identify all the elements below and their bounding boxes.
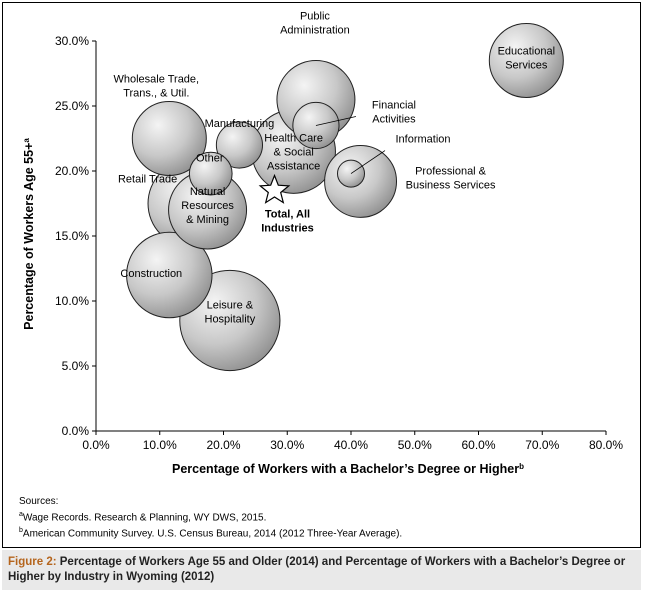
figure-frame: 0.0% 10.0% 20.0% 30.0% 40.0% 50.0% 60.0% 70.0% 8…	[2, 2, 641, 548]
bubble-label-line: Professional &	[415, 165, 487, 177]
y-tick-label: 10.0%	[55, 294, 89, 308]
bubble-label-line: Financial	[372, 100, 416, 112]
bubble-label-line: Information	[395, 134, 450, 146]
bubble-label: Health Care & Social Assistance	[264, 133, 323, 173]
bubble-label-line: & Mining	[186, 214, 229, 226]
sources-note: Sources: aWage Records. Research & Plann…	[19, 495, 402, 541]
bubble-label-line: Retail Trade	[118, 174, 177, 186]
bubble-label: Educational Services	[498, 46, 556, 72]
bubble-label-line: Resources	[181, 200, 234, 212]
bubble-label-line: Other	[196, 153, 224, 165]
figure-number: Figure 2:	[8, 556, 57, 568]
y-tick-label: 25.0%	[55, 99, 89, 113]
source-a: aWage Records. Research & Planning, WY D…	[19, 511, 267, 524]
bubble-label: Information	[395, 134, 450, 146]
y-tick-label: 5.0%	[62, 359, 90, 373]
bubble-chart: 0.0% 10.0% 20.0% 30.0% 40.0% 50.0% 60.0% 70.0% 8…	[22, 11, 623, 477]
x-tick-label: 50.0%	[398, 438, 432, 452]
leader-line	[315, 116, 357, 126]
bubbles	[126, 23, 564, 372]
bubble-label-line: Construction	[120, 268, 182, 280]
bubble-label-line: Educational	[498, 46, 556, 58]
bubble-label-line: Public	[300, 11, 330, 23]
bubble	[488, 23, 564, 98]
sources-heading: Sources:	[19, 496, 59, 507]
bubble	[215, 121, 264, 169]
x-tick-label: 60.0%	[461, 438, 495, 452]
bubble-label: Natural Resources & Mining	[181, 186, 234, 226]
bubble-label-line: Hospitality	[205, 314, 256, 326]
x-tick-label: 30.0%	[270, 438, 304, 452]
bubble-label: Financial Activities	[372, 100, 416, 126]
total-label: Total, All Industries	[261, 209, 314, 235]
source-b: bAmerican Community Survey. U.S. Census …	[19, 527, 403, 540]
bubble-label-line: Activities	[372, 114, 416, 126]
x-tick-label: 70.0%	[525, 438, 559, 452]
x-tick-label: 40.0%	[334, 438, 368, 452]
bubble-label: Public Administration	[280, 11, 350, 37]
bubble-label-line: Manufacturing	[205, 118, 275, 130]
bubble-label-line: Trans., & Util.	[123, 88, 189, 100]
bubble-label: Leisure & Hospitality	[205, 300, 256, 326]
bubble	[131, 101, 207, 176]
figure-title: Percentage of Workers Age 55 and Older (…	[8, 556, 626, 583]
y-tick-label: 15.0%	[55, 229, 89, 243]
bubble-label: Manufacturing	[205, 118, 275, 130]
bubble-label-line: Administration	[280, 25, 350, 37]
bubble-label-line: Natural	[190, 186, 225, 198]
bubble-label-line: Health Care	[264, 133, 323, 145]
y-tick-label: 30.0%	[55, 34, 89, 48]
total-label-line: Total, All	[265, 209, 310, 221]
x-axis-label: Percentage of Workers with a Bachelor’s …	[172, 462, 524, 476]
bubble	[188, 151, 233, 196]
x-tick-label: 80.0%	[589, 438, 623, 452]
bubble-label-line: Leisure &	[207, 300, 254, 312]
bubble-label: Other	[196, 153, 224, 165]
total-label-line: Industries	[261, 223, 314, 235]
y-tick-label: 0.0%	[62, 424, 90, 438]
x-tick-label: 0.0%	[82, 438, 110, 452]
bubble-labels: Educational Services Public Administration W…	[114, 11, 556, 326]
bubble	[126, 231, 213, 319]
star-icon	[258, 173, 291, 204]
bubble-label-line: Assistance	[267, 161, 320, 173]
x-tick-label: 20.0%	[206, 438, 240, 452]
bubble-label-line: & Social	[273, 147, 313, 159]
bubble-label-line: Services	[505, 60, 548, 72]
bubble-label: Construction	[120, 268, 182, 280]
y-axis-label: Percentage of Workers Age 55+a	[22, 138, 36, 330]
axes: 0.0% 10.0% 20.0% 30.0% 40.0% 50.0% 60.0% 70.0% 8…	[55, 34, 623, 452]
y-tick-label: 20.0%	[55, 164, 89, 178]
x-tick-label: 10.0%	[143, 438, 177, 452]
bubble-label: Professional & Business Services	[406, 165, 496, 191]
bubble-label-line: Business Services	[406, 179, 496, 191]
bubble-label: Wholesale Trade, Trans., & Util.	[114, 74, 200, 100]
leader-line	[350, 150, 386, 174]
figure-caption: Figure 2: Percentage of Workers Age 55 a…	[2, 550, 641, 590]
bubble-label: Retail Trade	[118, 174, 177, 186]
bubble-label-line: Wholesale Trade,	[114, 74, 200, 86]
